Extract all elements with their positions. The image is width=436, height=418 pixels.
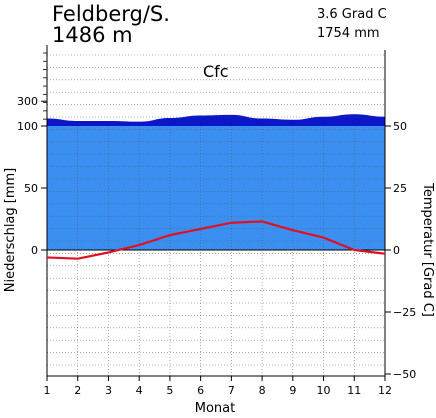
x-tick-label: 11 bbox=[347, 384, 361, 397]
temperature-line bbox=[46, 220, 386, 260]
y-right-tick-label: −50 bbox=[393, 368, 416, 381]
precipitation-excess-band bbox=[47, 114, 385, 126]
x-tick-label: 3 bbox=[105, 384, 112, 397]
precipitation-layer bbox=[47, 114, 385, 250]
x-tick-label: 2 bbox=[74, 384, 81, 397]
station-name: Feldberg/S. bbox=[52, 2, 170, 26]
precipitation-humid-area bbox=[47, 126, 385, 250]
y-right-tick-label: 0 bbox=[393, 244, 400, 257]
x-tick-label: 7 bbox=[228, 384, 235, 397]
temperature-layer bbox=[46, 220, 386, 260]
y-axis-left-label: Niederschlag [mm] bbox=[3, 168, 18, 293]
x-axis-label: Monat bbox=[195, 401, 235, 416]
y-axis-right-label: Temperatur [Grad C] bbox=[420, 182, 435, 317]
y-right-tick-label: −25 bbox=[393, 306, 416, 319]
mean-temperature: 3.6 Grad C bbox=[317, 7, 387, 22]
y-left-tick-label: 100 bbox=[17, 120, 38, 133]
y-right-tick-label: 25 bbox=[393, 182, 407, 195]
y-left-tick-label: 50 bbox=[24, 182, 38, 195]
x-tick-label: 12 bbox=[378, 384, 392, 397]
grid-layer bbox=[47, 54, 385, 376]
x-tick-label: 5 bbox=[166, 384, 173, 397]
annual-precipitation: 1754 mm bbox=[317, 26, 380, 41]
x-tick-label: 9 bbox=[289, 384, 296, 397]
x-tick-label: 6 bbox=[197, 384, 204, 397]
x-tick-label: 4 bbox=[136, 384, 143, 397]
x-tick-label: 1 bbox=[44, 384, 51, 397]
x-tick-label: 8 bbox=[259, 384, 266, 397]
station-altitude: 1486 m bbox=[52, 23, 133, 47]
x-tick-label: 10 bbox=[317, 384, 331, 397]
y-right-tick-label: 50 bbox=[393, 120, 407, 133]
y-left-tick-label: 300 bbox=[17, 95, 38, 108]
y-left-tick-label: 0 bbox=[31, 244, 38, 257]
